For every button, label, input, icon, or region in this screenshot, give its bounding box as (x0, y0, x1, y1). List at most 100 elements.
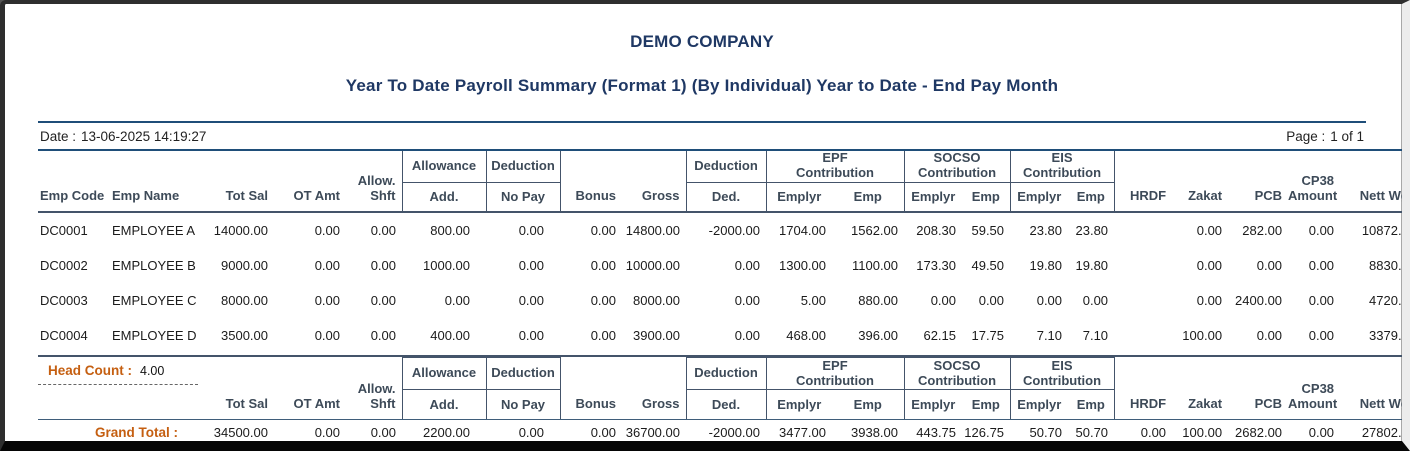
col-header-add: Add. (401, 182, 487, 213)
cell-no-pay: 0.00 (518, 223, 544, 238)
cell-zakat: 0.00 (1196, 258, 1223, 273)
cell-zakat: 100.00 (1172, 318, 1229, 357)
cell-socso-emp: 17.75 (962, 318, 1011, 357)
total-hrdf: 0.00 (1114, 419, 1173, 441)
cell-emp-name: EMPLOYEE B (112, 258, 196, 273)
cell-ded: -2000.00 (708, 223, 760, 238)
cell-allow-shft: 0.00 (346, 318, 402, 357)
total-epf-emp: 3938.00 (832, 419, 905, 441)
group-header-allowance: Allowance (401, 150, 487, 183)
cell-ded: 0.00 (734, 293, 760, 308)
cell-socso-emplyr: 173.30 (916, 258, 957, 273)
col-header-epf-emp: Emp (832, 389, 905, 420)
head-count-value: 4.00 (140, 363, 165, 378)
cell-hrdf (1114, 248, 1172, 283)
total-epf-emplyr: 3477.00 (766, 419, 832, 441)
col-header-socso-emplyr: Emplyr (903, 182, 963, 213)
col-header-eis-emp: Emp (1068, 389, 1115, 420)
cell-zakat: 0.00 (1196, 223, 1223, 238)
cell-eis-emp: 7.10 (1068, 318, 1115, 357)
cell-pcb: 282.00 (1242, 223, 1283, 238)
page-indicator: Page :1 of 1 (1286, 129, 1364, 144)
page-label: Page : (1286, 128, 1326, 144)
grand-total-label: Grand Total : (38, 419, 208, 441)
cell-socso-emp: 0.00 (978, 293, 1005, 308)
group-header-deduction: Deduction (486, 357, 561, 390)
col-header-bonus: Bonus (560, 150, 622, 213)
col-header-socso-emplyr: Emplyr (903, 389, 963, 420)
cell-epf-emplyr: 1704.00 (779, 223, 826, 238)
col-header-cp38: CP38 Amount (1288, 150, 1341, 213)
table-row: DC0002 EMPLOYEE B 9000.00 0.00 0.00 1000… (38, 248, 1409, 283)
col-header-zakat: Zakat (1172, 357, 1229, 420)
cell-pcb: 0.00 (1228, 318, 1289, 357)
col-header-gross: Gross (622, 150, 686, 213)
cell-zakat: 0.00 (1196, 293, 1223, 308)
cell-nett-wgs: 8830.70 (1369, 258, 1409, 273)
cell-epf-emplyr: 1300.00 (779, 258, 826, 273)
sub-header-row: Add. No Pay Ded. Emplyr Emp Emplyr Emp E… (38, 182, 1402, 213)
cell-ot-amt: 0.00 (314, 258, 340, 273)
cell-tot-sal: 9000.00 (221, 258, 268, 273)
cell-hrdf (1114, 283, 1172, 318)
col-header-eis-emp: Emp (1068, 182, 1115, 213)
cell-tot-sal: 14000.00 (213, 223, 268, 238)
cell-ded: 0.00 (734, 258, 760, 273)
col-header-eis-emplyr: Emplyr (1009, 182, 1069, 213)
summary-group-header-row: Head Count : 4.00 Tot Sal OT Amt Allow. Sh… (38, 357, 1402, 420)
col-header-allow-shft: Allow. Shft (346, 357, 402, 420)
cell-eis-emp: 23.80 (1075, 223, 1109, 238)
cell-hrdf (1114, 318, 1173, 357)
cell-epf-emp: 396.00 (832, 318, 905, 357)
date-label: Date : (40, 128, 77, 144)
cell-socso-emp: 59.50 (971, 223, 1005, 238)
company-name: DEMO COMPANY (630, 32, 774, 51)
col-header-epf-emplyr: Emplyr (765, 182, 832, 213)
col-header-emp-name: Emp Name (110, 150, 208, 213)
cell-add: 800.00 (430, 223, 470, 238)
group-header-epf: EPF Contribution (765, 357, 905, 390)
total-add: 2200.00 (402, 419, 486, 441)
col-header-ot-amt: OT Amt (274, 150, 346, 213)
cell-add: 1000.00 (423, 258, 470, 273)
cell-tot-sal: 8000.00 (221, 293, 268, 308)
group-header-epf: EPF Contribution (765, 150, 905, 183)
col-header-nett-wgs: Nett Wgs (1340, 357, 1402, 420)
total-eis-emp: 50.70 (1068, 419, 1115, 441)
total-socso-emp: 126.75 (962, 419, 1011, 441)
col-header-no-pay: No Pay (486, 182, 561, 213)
cell-no-pay: 0.00 (518, 293, 544, 308)
cell-cp38: 0.00 (1308, 223, 1335, 238)
col-header-cp38: CP38 Amount (1288, 357, 1341, 420)
cell-eis-emp: 19.80 (1075, 258, 1109, 273)
group-header-deduction2: Deduction (685, 357, 767, 390)
cell-nett-wgs: 10872.70 (1361, 223, 1409, 238)
cell-socso-emplyr: 0.00 (930, 293, 957, 308)
cell-ot-amt: 0.00 (314, 293, 340, 308)
total-tot-sal: 34500.00 (208, 419, 274, 441)
total-no-pay: 0.00 (486, 419, 560, 441)
cell-emp-name: EMPLOYEE A (112, 223, 196, 238)
summary-table: Head Count : 4.00 Tot Sal OT Amt Allow. Sh… (38, 357, 1402, 441)
total-eis-emplyr: 50.70 (1010, 419, 1069, 441)
col-header-ot-amt: OT Amt (274, 357, 346, 420)
total-ded: -2000.00 (686, 419, 766, 441)
col-header-socso-emp: Emp (962, 182, 1011, 213)
cell-pcb: 2400.00 (1235, 293, 1283, 308)
cell-add: 0.00 (444, 293, 470, 308)
col-header-pcb: PCB (1228, 357, 1289, 420)
cell-eis-emplyr: 7.10 (1010, 318, 1069, 357)
page-value: 1 of 1 (1330, 128, 1364, 144)
cell-epf-emp: 1562.00 (851, 223, 899, 238)
col-header-tot-sal: Tot Sal (208, 357, 274, 420)
cell-nett-wgs: 3379.15 (1340, 318, 1402, 357)
cell-ded: 0.00 (686, 318, 766, 357)
cell-allow-shft: 0.00 (370, 293, 396, 308)
date-value: 13-06-2025 14:19:27 (81, 128, 207, 144)
col-header-gross: Gross (622, 357, 686, 420)
cell-no-pay: 0.00 (518, 258, 544, 273)
cell-cp38: 0.00 (1308, 258, 1335, 273)
cell-allow-shft: 0.00 (370, 223, 396, 238)
cell-socso-emplyr: 208.30 (916, 223, 957, 238)
